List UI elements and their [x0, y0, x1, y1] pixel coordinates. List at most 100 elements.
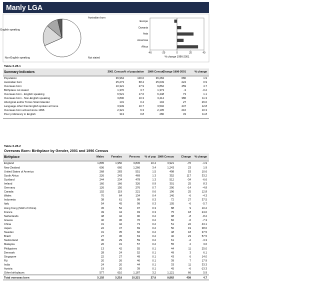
- cell: 606: [100, 165, 105, 169]
- cell: 30: [101, 238, 104, 242]
- cell: 9: [190, 206, 192, 210]
- cell: 0.1: [152, 267, 156, 271]
- bar: [174, 19, 177, 23]
- total-cell: 9,862: [167, 276, 174, 280]
- cell: 577: [100, 271, 105, 275]
- row-label: Poor proficiency in English: [4, 112, 36, 116]
- cell: 88: [171, 206, 174, 210]
- row-label: Sweden: [4, 230, 14, 234]
- cell: 11.3: [202, 96, 208, 100]
- cell: 0.9: [152, 181, 156, 185]
- cell: 45: [101, 206, 104, 210]
- cell: 44: [137, 262, 140, 266]
- cell: 99: [137, 198, 140, 202]
- row-label: Denmark: [4, 250, 16, 254]
- cell: 27: [119, 254, 122, 258]
- cell: 166: [118, 181, 123, 185]
- row-label: Scotland: [4, 177, 15, 181]
- cell: 0.3: [152, 210, 156, 214]
- cell: 24: [101, 262, 104, 266]
- column-header: 1996 Census: [158, 155, 175, 159]
- header-bar: [3, 2, 209, 13]
- cell: 53: [188, 169, 191, 173]
- cell: 48: [171, 230, 174, 234]
- cell: 498: [170, 169, 175, 173]
- cell: 8.3: [203, 181, 207, 185]
- cell: 44: [171, 246, 174, 250]
- cell: 23: [188, 165, 191, 169]
- pie-label: Not stated: [88, 56, 100, 60]
- cell: 0.6: [152, 190, 156, 194]
- row-label: Brazil: [4, 234, 11, 238]
- cell: 38.0: [202, 226, 208, 230]
- cell: 0.3: [152, 206, 156, 210]
- cell: 3,949: [117, 104, 124, 108]
- cell: 6.1: [203, 250, 207, 254]
- row-label: Language other than English spoken at ho…: [4, 104, 59, 108]
- cell: 134: [136, 194, 141, 198]
- row-label: Overseas born arrived since 1996: [4, 108, 45, 112]
- cell: 2: [190, 242, 192, 246]
- cell: 3,502: [157, 104, 164, 108]
- row-label: India: [4, 262, 10, 266]
- cell: 0.1: [152, 262, 156, 266]
- cell: 49: [101, 210, 104, 214]
- column-header: Persons: [129, 155, 140, 159]
- cell: -5.7: [202, 202, 207, 206]
- cell: 66: [137, 230, 140, 234]
- cell: -8: [189, 214, 192, 218]
- column-header: % of pop: [145, 155, 157, 159]
- cell: 20: [119, 262, 122, 266]
- row-label: Malaysia: [4, 242, 15, 246]
- cell: -76: [187, 161, 191, 165]
- cell: 102: [100, 190, 105, 194]
- cell: 72: [171, 198, 174, 202]
- cell: 100.0: [137, 76, 144, 80]
- cell: 1.3: [152, 177, 156, 181]
- cell: 93: [137, 210, 140, 214]
- cell: 1.1: [203, 92, 207, 96]
- cell: 1.5: [152, 169, 156, 173]
- cell: 0.2: [152, 234, 156, 238]
- total-cell: 5,102: [97, 276, 104, 280]
- cell: 17.9: [202, 258, 208, 262]
- cell: 49: [137, 254, 140, 258]
- row-label: Singapore: [4, 254, 17, 258]
- cell: 19: [101, 267, 104, 271]
- cell: 70: [101, 194, 104, 198]
- table-title: Overseas Born: Birthplace by Gender, 200…: [4, 149, 108, 153]
- pie-label: Australian born: [88, 16, 106, 20]
- cell: 55: [171, 242, 174, 246]
- cell: 4.7: [203, 84, 207, 88]
- cell: 48: [101, 214, 104, 218]
- row-label: South Africa: [4, 173, 19, 177]
- cell: -4.8: [202, 186, 207, 190]
- cell: 0.7: [152, 186, 156, 190]
- cell: 3,921: [167, 161, 174, 165]
- row-label: Other birthplaces: [4, 271, 25, 275]
- cell: 18: [188, 210, 191, 214]
- cell: 31: [119, 242, 122, 246]
- cell: -7.3: [202, 218, 207, 222]
- row-label: Austria: [4, 267, 13, 271]
- cell: 352: [170, 173, 175, 177]
- cell: 243: [118, 173, 123, 177]
- cell: 459: [182, 84, 187, 88]
- row-label: Japan: [4, 226, 12, 230]
- cell: -3.3: [202, 238, 207, 242]
- bar-category: Asia: [143, 32, 149, 36]
- cell: 19: [188, 226, 191, 230]
- row-label: Hong Kong (SAR of China): [4, 206, 36, 210]
- cell: -6: [189, 218, 192, 222]
- cell: 45: [119, 202, 122, 206]
- pie-label: English speaking: [0, 28, 20, 32]
- total-cell: 4.7: [203, 276, 207, 280]
- cell: 10,321: [116, 84, 125, 88]
- cell: 33: [171, 262, 174, 266]
- total-cell: 5,219: [115, 276, 122, 280]
- cell: 0.4: [152, 194, 156, 198]
- cell: -8.2: [202, 214, 207, 218]
- cell: 42: [119, 214, 122, 218]
- cell: 46: [137, 258, 140, 262]
- cell: 51: [171, 222, 174, 226]
